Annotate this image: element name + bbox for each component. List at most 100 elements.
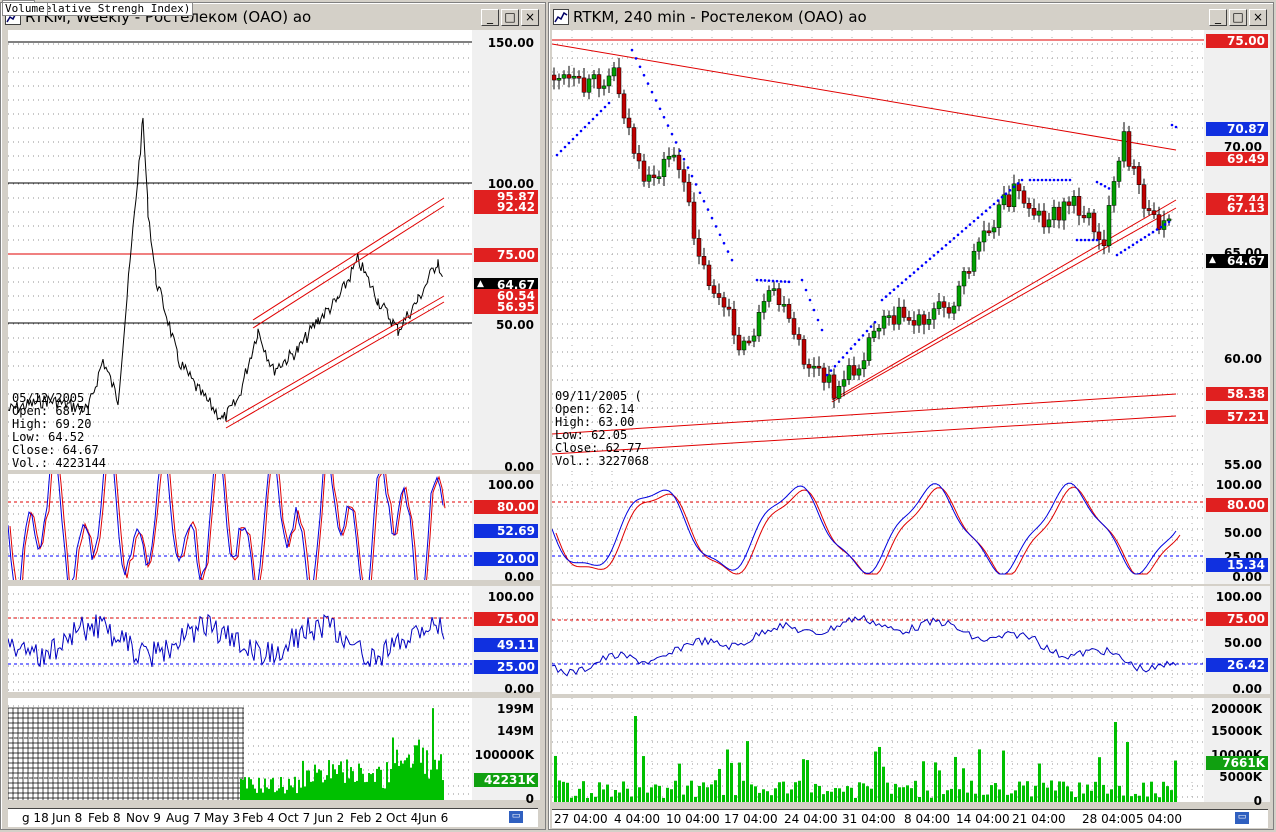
right-candle	[716, 283, 722, 306]
right-stochastic-pane[interactable]	[551, 474, 1204, 584]
left-data-pane[interactable]	[7, 30, 472, 470]
right-resistance-line	[551, 43, 1177, 151]
left-stochastic-pane[interactable]	[7, 441, 472, 609]
left-volume-bar	[298, 779, 300, 800]
left-volume-bar	[362, 773, 364, 800]
right-candle	[931, 302, 937, 329]
right-candle	[831, 368, 837, 409]
left-time-label: Jun 6	[418, 811, 449, 825]
right-candle	[876, 323, 882, 340]
left-volume-pane-plot	[7, 705, 472, 800]
close-button[interactable]: ×	[1249, 9, 1267, 26]
right-candle	[1136, 162, 1142, 194]
right-volume-bar	[762, 789, 765, 802]
left-volume-bar	[288, 778, 290, 800]
left-volume-bar	[388, 782, 390, 800]
left-volume-bar	[254, 788, 256, 800]
left-rsi-pane[interactable]	[7, 586, 472, 692]
left-volume-bar	[396, 749, 398, 800]
minimize-button[interactable]: _	[481, 9, 499, 26]
right-candle	[936, 292, 942, 315]
left-channel-upper-2	[252, 205, 445, 329]
left-stoch-k-line	[7, 441, 444, 608]
right-volume-bar	[658, 785, 661, 802]
right-volume-bar	[938, 770, 941, 802]
right-volume-bar	[606, 784, 609, 802]
right-candle	[796, 327, 802, 346]
right-candle	[836, 380, 842, 403]
right-volume-bar	[1050, 780, 1053, 802]
right-volume-bar	[1074, 797, 1077, 802]
right-volume-bar	[582, 781, 585, 802]
right-volume-bar	[674, 780, 677, 802]
right-candle	[581, 68, 587, 97]
right-volume-bar	[670, 789, 673, 802]
right-volume-bar	[586, 797, 589, 802]
right-candle	[656, 170, 662, 184]
right-volume-bar	[638, 787, 641, 802]
right-candle	[626, 108, 632, 136]
right-candle	[1086, 207, 1092, 226]
left-volume-bar	[304, 786, 306, 800]
right-candle	[596, 68, 602, 98]
right-candle	[1031, 198, 1037, 220]
right-volume-bar	[654, 784, 657, 802]
right-volume-bar	[662, 797, 665, 802]
left-volume-bar	[340, 761, 342, 800]
right-candle	[986, 222, 992, 237]
right-candle	[641, 153, 647, 187]
right-candle	[711, 279, 717, 299]
right-volume-bar	[1134, 793, 1137, 802]
left-ohlc-open: Open: 68.71	[12, 404, 92, 418]
right-price-tag: 57.21	[1206, 410, 1268, 424]
right-volume-bar	[842, 791, 845, 802]
right-time-axis[interactable]: 27 04:00 4 04:00 10 04:00 17 04:00 24 04:00 3…	[552, 809, 1268, 828]
right-candle	[856, 364, 862, 381]
right-title-bar[interactable]: RTKM, 240 min - Ростелеком (ОАО) ао _ □ …	[551, 5, 1271, 30]
right-rsi-pane[interactable]	[551, 586, 1204, 694]
right-volume-bar	[958, 789, 961, 802]
right-candle	[991, 219, 997, 239]
right-candle	[621, 89, 627, 125]
right-candle	[966, 267, 972, 279]
minimize-button[interactable]: _	[1209, 9, 1227, 26]
right-candle	[571, 67, 577, 87]
left-stochastic-axis-tick: 0.00	[504, 570, 534, 584]
close-button[interactable]: ×	[521, 9, 539, 26]
right-candle	[1151, 202, 1157, 219]
left-scroll-right-icon[interactable]: ▭	[508, 810, 524, 824]
right-data-pane[interactable]	[551, 30, 1204, 474]
left-data-axis-tick: 150.00	[487, 36, 534, 50]
left-data-axis-tick: 50.00	[496, 318, 534, 332]
right-data-axis-tick: 60.00	[1224, 352, 1262, 366]
right-volume-bar	[786, 793, 789, 802]
left-volume-pane[interactable]	[7, 698, 472, 800]
right-candle	[726, 298, 732, 317]
right-scroll-right-icon[interactable]: ▭	[1234, 811, 1250, 825]
right-price-tag: 58.38	[1206, 387, 1268, 401]
right-volume-pane[interactable]	[552, 698, 1204, 802]
right-candle	[686, 173, 692, 207]
left-volume-bar	[246, 788, 248, 800]
right-candle	[761, 293, 767, 320]
left-volume-bar	[372, 773, 374, 800]
right-candle	[691, 192, 697, 246]
right-volume-bar	[578, 788, 581, 802]
right-candle	[901, 299, 907, 322]
right-volume-bar	[886, 782, 889, 802]
right-candle	[826, 365, 832, 389]
right-volume-bar	[874, 751, 877, 802]
right-rsi-pane-plot	[551, 586, 1204, 694]
right-volume-pane-label: Volume	[2, 2, 48, 16]
right-volume-bar	[734, 795, 737, 802]
left-volume-bar	[336, 774, 338, 800]
right-volume-bar	[994, 783, 997, 802]
left-volume-bar	[374, 781, 376, 800]
right-candle	[871, 322, 877, 342]
right-volume-bar	[1098, 757, 1101, 802]
right-volume-bar	[1006, 794, 1009, 802]
maximize-button[interactable]: □	[1229, 9, 1247, 26]
right-rsi-scale	[1204, 586, 1270, 694]
maximize-button[interactable]: □	[501, 9, 519, 26]
